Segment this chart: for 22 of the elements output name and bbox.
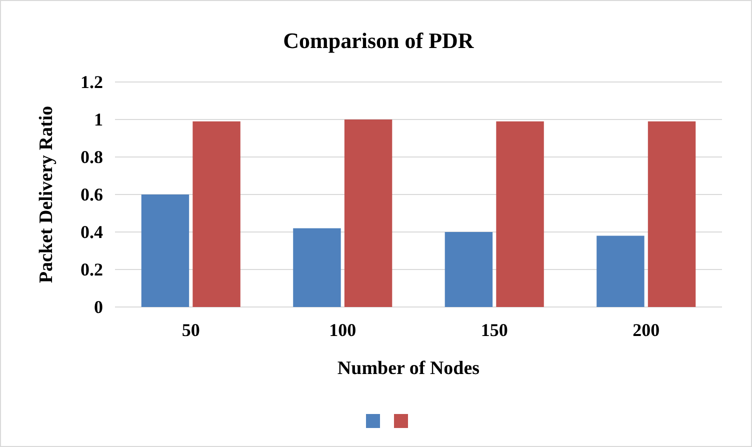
y-tick-label: 0.2 xyxy=(80,259,103,280)
x-tick-label: 50 xyxy=(182,320,200,340)
bar xyxy=(344,120,392,307)
bar xyxy=(444,232,493,307)
chart-title: Comparison of PDR xyxy=(283,28,475,53)
bar xyxy=(496,121,544,307)
y-tick-label: 0.8 xyxy=(80,146,103,167)
y-axis-title: Packet Delivery Ratio xyxy=(36,106,57,284)
y-tick-label: 0.6 xyxy=(80,184,103,204)
x-axis-title: Number of Nodes xyxy=(337,358,480,379)
bar xyxy=(141,194,190,307)
x-tick-label: 150 xyxy=(480,320,508,340)
bar xyxy=(648,121,696,307)
x-tick-label: 200 xyxy=(632,320,660,340)
y-tick-label: 1.2 xyxy=(80,72,103,92)
y-tick-label: 0.4 xyxy=(80,222,103,242)
y-tick-label: 0 xyxy=(94,296,103,317)
bar xyxy=(596,236,644,307)
bar xyxy=(192,121,240,307)
y-tick-label: 1 xyxy=(94,109,103,130)
bar xyxy=(293,228,341,307)
x-tick-label: 100 xyxy=(329,320,356,340)
